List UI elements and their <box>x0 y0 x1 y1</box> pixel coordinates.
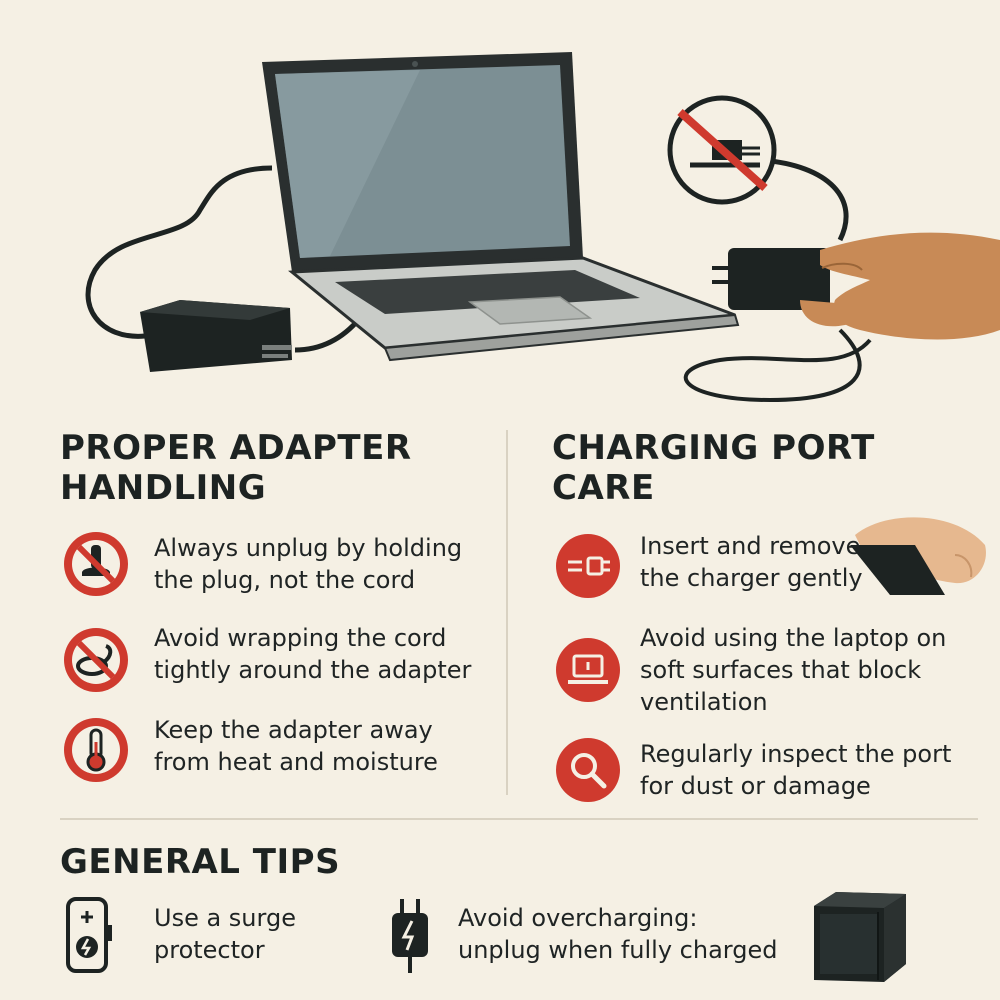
general-tip-1 <box>62 895 116 979</box>
adapter-cord <box>85 165 273 339</box>
port-tip-1 <box>552 530 624 606</box>
port-section-title: CHARGING PORT CARE <box>552 428 875 508</box>
section-divider <box>60 818 978 820</box>
adapter-tip-1 <box>60 528 132 604</box>
adapter-tip-1-text: Always unplug by holding the plug, not t… <box>154 534 463 594</box>
adapter-brick <box>140 300 292 372</box>
thermometer-icon <box>64 718 128 782</box>
port-tip-3 <box>552 734 624 810</box>
hero-illustration <box>85 52 1000 403</box>
no-pulling-cord-icon <box>64 532 128 596</box>
adapter-section-title: PROPER ADAPTER HANDLING <box>60 428 412 508</box>
adapter-tip-3-text: Keep the adapter away from heat and mois… <box>154 716 438 776</box>
general-tip-2 <box>386 895 434 979</box>
adapter-box-illustration <box>814 892 906 982</box>
port-tip-2-text: Avoid using the laptop on soft surfaces … <box>640 624 947 716</box>
charger-in-hand <box>712 232 1000 340</box>
no-wrapping-cord-icon <box>64 628 128 692</box>
general-tip-1-text: Use a surge protector <box>154 904 296 964</box>
no-pull-cord-warning-icon <box>667 95 777 205</box>
port-tip-2 <box>552 634 624 710</box>
laptop <box>262 52 740 362</box>
port-tip-3-text: Regularly inspect the port for dust or d… <box>640 740 952 800</box>
adapter-tip-2 <box>60 624 132 700</box>
plug-insert-icon <box>556 534 620 598</box>
port-tip-1-text: Insert and remove the charger gently <box>640 532 863 592</box>
adapter-to-laptop-cord <box>294 316 362 353</box>
finger-plug-illustration <box>850 517 986 595</box>
column-divider <box>506 430 508 795</box>
right-cord-loop <box>683 328 872 403</box>
right-cord <box>759 157 849 242</box>
adapter-tip-3 <box>60 714 132 790</box>
general-section-title: GENERAL TIPS <box>60 842 341 882</box>
surge-protector-icon <box>66 897 112 973</box>
charging-plug-icon <box>392 899 428 973</box>
laptop-icon <box>556 638 620 702</box>
general-tip-2-text: Avoid overcharging: unplug when fully ch… <box>458 904 778 964</box>
magnifier-icon <box>556 738 620 802</box>
adapter-tip-2-text: Avoid wrapping the cord tightly around t… <box>154 624 472 684</box>
